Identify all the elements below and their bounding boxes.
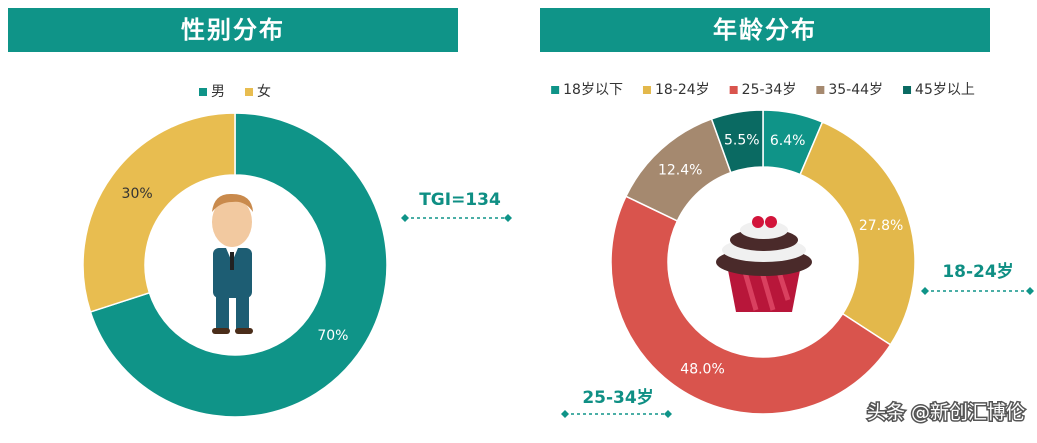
legend-swatch — [551, 86, 560, 94]
annotation: TGI=134 — [419, 190, 501, 210]
legend-label: 18-24岁 — [655, 82, 710, 98]
legend: 男女 — [199, 83, 271, 100]
data-label: 48.0% — [680, 362, 724, 378]
data-label: 27.8% — [859, 218, 903, 234]
annotation-diamond — [1026, 287, 1034, 295]
legend-swatch — [816, 86, 825, 94]
annotation: 18-24岁 — [942, 261, 1013, 282]
data-label: 6.4% — [770, 133, 806, 149]
data-label: 12.4% — [658, 162, 702, 178]
annotation-diamond — [504, 214, 512, 222]
donut-segment — [89, 112, 388, 418]
legend-label: 45岁以上 — [915, 82, 975, 98]
chart-title: 年龄分布 — [713, 16, 817, 44]
legend-label: 25-34岁 — [742, 82, 797, 98]
legend-swatch — [642, 86, 651, 94]
legend-label: 35-44岁 — [828, 82, 883, 98]
legend: 18岁以下 18-24岁 25-34岁 35-44岁 45岁以上 — [551, 82, 975, 98]
data-label: 70% — [317, 328, 348, 344]
annotation-diamond — [561, 410, 569, 418]
donut-segment — [799, 121, 916, 346]
man-icon — [212, 193, 253, 334]
cupcake-icon — [716, 216, 812, 312]
legend-swatch — [245, 88, 253, 96]
header-bar — [8, 8, 458, 52]
data-label: 30% — [122, 186, 153, 202]
annotation: 25-34岁 — [582, 387, 653, 408]
legend-swatch — [199, 88, 207, 96]
header-bar — [540, 8, 990, 52]
legend-swatch — [729, 86, 738, 94]
annotation-diamond — [401, 214, 409, 222]
legend-label: 18岁以下 — [563, 82, 623, 98]
donut-segment — [710, 109, 764, 174]
legend-label: 女 — [257, 83, 271, 100]
chart-title: 性别分布 — [181, 16, 285, 44]
legend-swatch — [903, 86, 912, 94]
watermark: 头条 @新创汇博伦 — [867, 402, 1025, 424]
annotation-diamond — [921, 287, 929, 295]
donut-segment — [610, 195, 892, 415]
data-label: 5.5% — [724, 132, 760, 148]
annotation-diamond — [664, 410, 672, 418]
donut-segment — [82, 112, 236, 313]
legend-label: 男 — [211, 84, 225, 100]
